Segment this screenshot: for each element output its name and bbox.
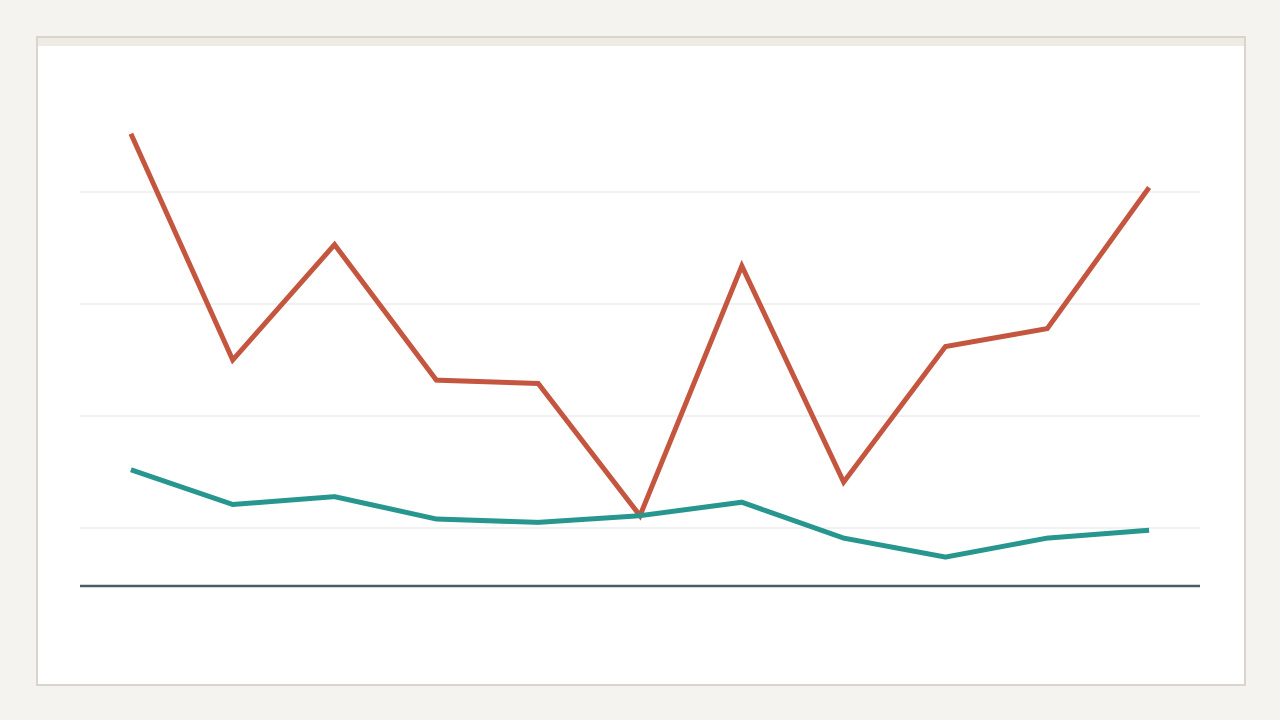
series-line	[128, 132, 1152, 521]
card-strip	[38, 38, 1244, 46]
chart-card	[36, 36, 1246, 686]
series-line	[130, 467, 1150, 560]
